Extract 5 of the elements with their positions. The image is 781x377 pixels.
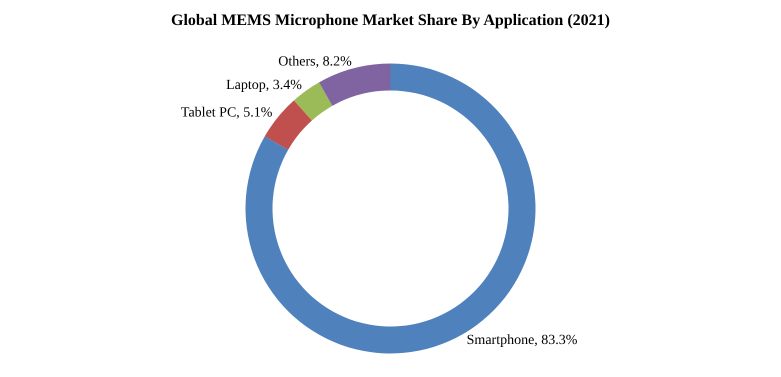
chart-title: Global MEMS Microphone Market Share By Application (2021)	[171, 12, 610, 29]
slice-label: Laptop, 3.4%	[226, 78, 302, 93]
slice-label: Tablet PC, 5.1%	[180, 106, 273, 121]
slice-label: Others, 8.2%	[278, 54, 352, 70]
slice-label: Smartphone, 83.3%	[466, 333, 578, 348]
